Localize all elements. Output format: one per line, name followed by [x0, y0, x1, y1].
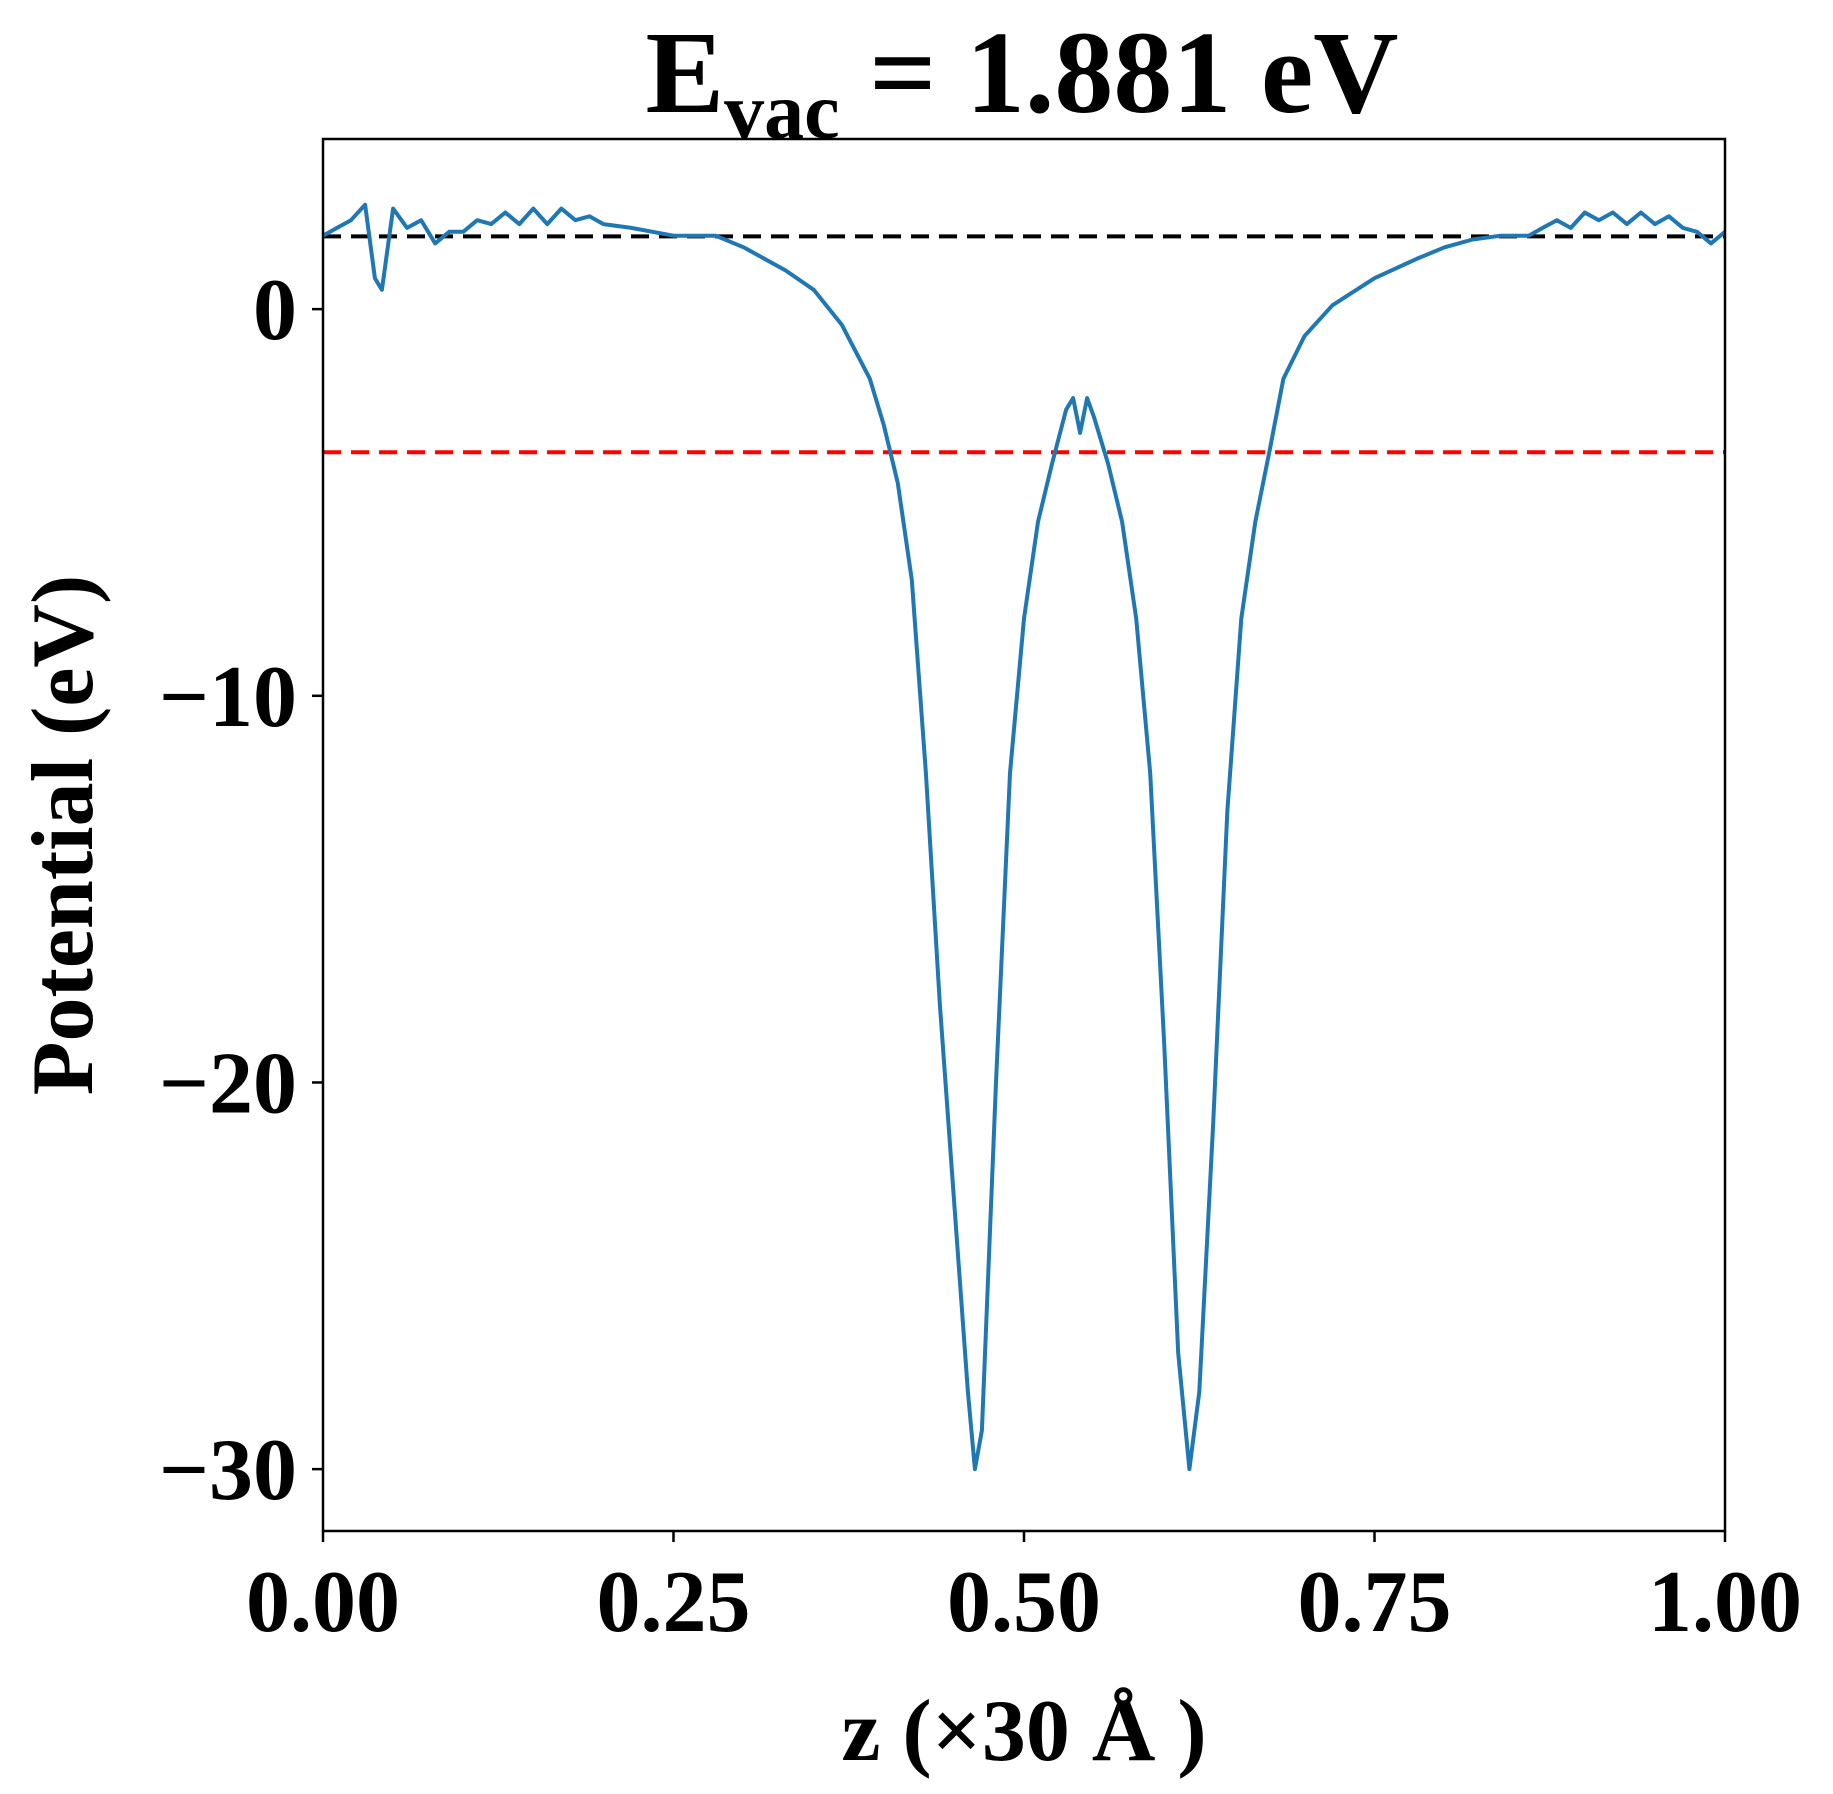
x-tick-label: 1.00 — [1648, 1554, 1802, 1651]
title-sub: vac — [724, 68, 840, 156]
y-tick-label: −20 — [159, 1035, 297, 1132]
y-tick-label: 0 — [253, 262, 297, 359]
y-axis-label: Potential (eV) — [15, 575, 112, 1095]
y-tick-label: −30 — [159, 1422, 297, 1519]
potential-line — [322, 202, 1727, 1472]
x-tick-label: 0.50 — [947, 1554, 1101, 1651]
y-tick-label: −10 — [159, 649, 297, 746]
x-tick-label: 0.25 — [597, 1554, 751, 1651]
x-axis-label: z (×30 Å ) — [841, 1683, 1206, 1780]
plot-frame — [321, 137, 1727, 1533]
title-main: E — [645, 7, 724, 138]
title-rest: = 1.881 eV — [840, 7, 1399, 138]
x-tick-label: 0.75 — [1298, 1554, 1452, 1651]
x-tick-label: 0.00 — [246, 1554, 400, 1651]
chart-title: Evac = 1.881 eV — [645, 7, 1398, 156]
